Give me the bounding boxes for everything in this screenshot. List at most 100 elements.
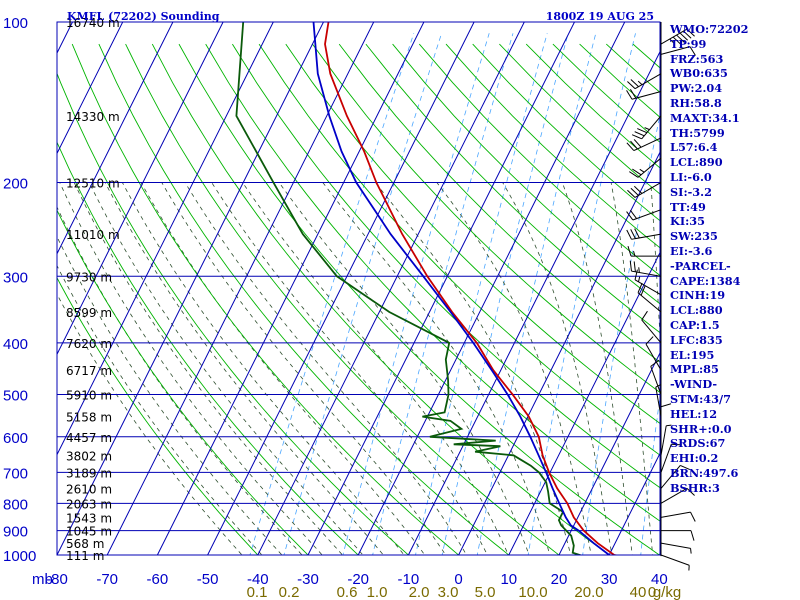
wind-barb-flag: [683, 30, 692, 39]
moist-adiabat: [121, 182, 405, 555]
temperature-tick-label: -30: [297, 571, 319, 588]
moist-adiabat: [561, 182, 633, 555]
isotherm-line: [407, 50, 660, 555]
wind-barb-half-flag: [637, 80, 643, 86]
wind-barb-staff: [637, 157, 662, 178]
temperature-tick-label: 0: [454, 571, 462, 588]
height-label: 5158 m: [66, 411, 112, 425]
wind-barb-staff: [660, 511, 691, 518]
index-item: LCL:880: [670, 303, 723, 318]
temperature-tick-label: -70: [96, 571, 118, 588]
moist-adiabat: [374, 182, 572, 555]
wind-barb: [637, 282, 662, 313]
mixing-ratio-label: 1.0: [367, 584, 388, 600]
index-item: SI:-3.2: [670, 184, 712, 199]
dry-adiabat: [285, 43, 660, 424]
wind-barb-staff: [660, 28, 688, 45]
wind-barb-flag: [633, 139, 642, 148]
wind-barb-flag: [686, 28, 695, 37]
wind-barb: [650, 359, 662, 395]
temperature-tick-label: -40: [247, 571, 269, 588]
wind-barb-staff: [645, 343, 662, 371]
dry-adiabat: [57, 276, 259, 555]
index-item: -PARCEL-: [670, 258, 731, 273]
mixing-ratio-label: 0.1: [247, 584, 268, 600]
height-label: 111 m: [66, 549, 104, 563]
wind-barb-flag: [630, 79, 639, 88]
wind-barb: [626, 228, 662, 240]
index-item: TP:99: [670, 36, 707, 51]
wind-barb-flag: [689, 46, 696, 56]
wind-barb: [626, 209, 662, 221]
index-item: HEL:12: [670, 406, 718, 421]
wind-barb-staff: [637, 292, 662, 313]
wind-barb: [661, 530, 695, 541]
wind-barb-half-flag: [633, 251, 636, 257]
moist-adiabat: [59, 182, 323, 555]
dry-adiabat: [418, 43, 660, 277]
isotherm-line: [558, 351, 660, 555]
moist-adiabat: [88, 182, 364, 555]
isotherm-line: [57, 22, 274, 456]
sounding-traces: [235, 22, 620, 555]
wind-barb-half-flag: [666, 424, 672, 427]
wind-barb-flag: [626, 90, 633, 100]
pressure-label-1000: 1000: [3, 548, 36, 565]
index-item: LI:-6.0: [670, 169, 712, 184]
wind-barb-half-flag: [644, 127, 650, 131]
wind-barb-half-flag: [690, 548, 692, 554]
wind-barb-flag: [634, 228, 640, 239]
mb-axis-label: mb: [32, 571, 53, 588]
pressure-label-900: 900: [3, 524, 28, 541]
mixing-ratio-label: 0.2: [279, 584, 300, 600]
isotherm-line: [207, 22, 475, 555]
pressure-label-400: 400: [3, 336, 28, 353]
moist-adiabat: [73, 182, 344, 555]
wind-barb: [660, 511, 696, 522]
wind-barb-flag: [637, 282, 643, 293]
wind-barb: [627, 182, 662, 198]
wind-barb-staff: [634, 182, 662, 198]
mixing-ratio-line: [415, 33, 548, 555]
wind-barb-flag: [629, 171, 639, 178]
temperature-trace: [324, 22, 620, 555]
dry-adiabat: [178, 43, 660, 555]
index-item: EL:195: [670, 347, 715, 362]
wind-barb: [660, 46, 696, 56]
index-item: WB0:635: [670, 66, 728, 81]
index-item: CAP:1.5: [670, 317, 720, 332]
index-item: TH:5799: [670, 125, 725, 140]
index-item: FRZ:563: [670, 51, 724, 66]
wind-barb: [660, 403, 672, 437]
wind-barb-flag: [660, 403, 672, 408]
wind-barb-flag: [637, 128, 648, 134]
wind-barb: [645, 336, 662, 371]
index-item: EHI:0.2: [670, 451, 719, 466]
index-item: MPL:85: [670, 362, 719, 377]
height-label: 6717 m: [66, 364, 112, 378]
wind-barb-flag: [627, 246, 632, 257]
moist-adiabat: [57, 293, 243, 555]
wind-barb-flag: [633, 261, 636, 272]
wind-barb-half-flag: [669, 38, 674, 44]
dry-adiabat: [57, 209, 309, 555]
mixing-ratio-label: 2.0: [409, 584, 430, 600]
wind-barb: [627, 73, 662, 90]
mixing-ratio-label: 10.0: [518, 584, 547, 600]
dry-adiabat: [338, 43, 660, 363]
mixing-ratio-label: 0.6: [337, 584, 358, 600]
wind-barb: [660, 464, 691, 489]
wind-barb-flag: [627, 189, 636, 198]
dry-adiabat: [232, 43, 660, 489]
pressure-label-700: 700: [3, 465, 28, 482]
height-label: 1045 m: [66, 525, 112, 539]
wind-barb-staff: [660, 425, 667, 456]
isotherm-line: [156, 22, 425, 555]
mixing-ratio-label: 5.0: [475, 584, 496, 600]
mixing-ratio-lines: [249, 33, 660, 555]
index-item: PW:2.04: [670, 81, 723, 96]
moist-adiabat: [211, 182, 488, 555]
dry-adiabat: [365, 43, 660, 334]
wind-barb-flag: [634, 269, 638, 280]
